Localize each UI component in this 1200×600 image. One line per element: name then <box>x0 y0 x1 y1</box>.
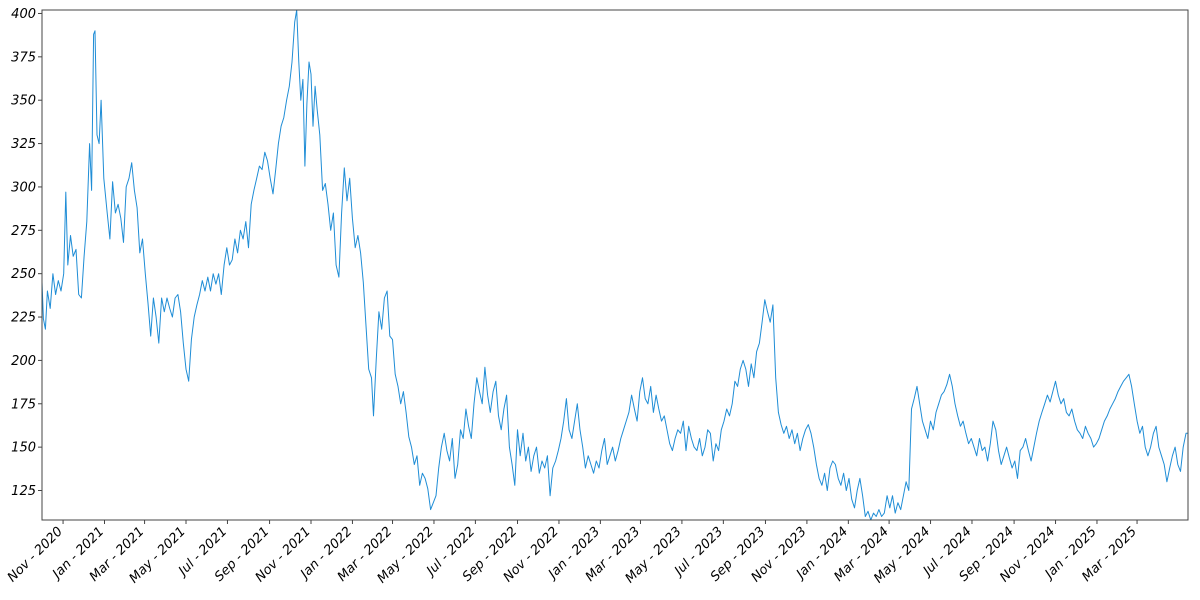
y-tick-label: 275 <box>11 224 36 239</box>
y-tick-label: 150 <box>11 441 36 456</box>
y-tick-label: 350 <box>11 94 36 109</box>
plot-frame <box>41 9 1189 521</box>
series-line-0 <box>41 9 1188 521</box>
y-tick-label: 400 <box>11 7 36 22</box>
series-layer <box>41 9 1188 521</box>
y-tick-label: 300 <box>11 180 36 195</box>
y-axis: 125 150 175 200 225 250 275 300 325 350 375 400 <box>11 7 42 499</box>
y-tick-label: 225 <box>11 311 36 326</box>
y-tick-label: 325 <box>11 137 36 152</box>
y-tick-label: 375 <box>11 50 36 65</box>
y-tick-label: 200 <box>11 354 36 369</box>
y-tick-label: 250 <box>11 267 36 282</box>
y-tick-label: 175 <box>11 397 36 412</box>
y-tick-label: 125 <box>11 484 36 499</box>
